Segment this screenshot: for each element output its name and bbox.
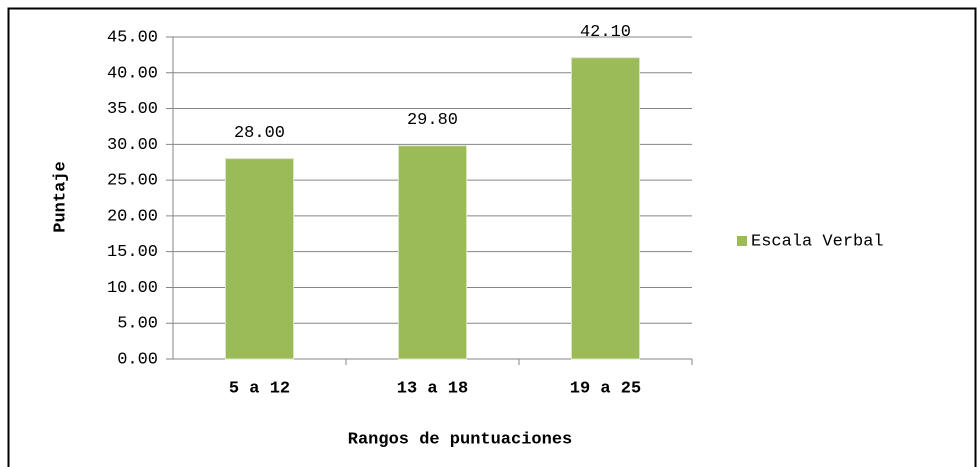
y-tick-label: 0.00 bbox=[117, 350, 158, 369]
y-tick-label: 40.00 bbox=[107, 64, 158, 83]
x-tick-label: 19 a 25 bbox=[570, 379, 641, 398]
y-tick-label: 20.00 bbox=[107, 207, 158, 226]
y-tick-label: 5.00 bbox=[117, 315, 158, 334]
legend-label: Escala Verbal bbox=[751, 232, 884, 251]
chart-frame bbox=[7, 7, 977, 467]
y-tick-label: 45.00 bbox=[107, 28, 158, 47]
data-label: 29.80 bbox=[407, 111, 458, 130]
y-tick-label: 25.00 bbox=[107, 172, 158, 191]
bar bbox=[571, 57, 640, 360]
legend-swatch bbox=[737, 236, 747, 246]
data-label: 28.00 bbox=[234, 124, 285, 143]
y-tick-label: 30.00 bbox=[107, 136, 158, 155]
bar bbox=[225, 158, 294, 360]
x-tick-label: 13 a 18 bbox=[397, 379, 468, 398]
bar bbox=[398, 145, 467, 360]
y-axis-title: Puntaje bbox=[51, 161, 70, 232]
y-tick-label: 35.00 bbox=[107, 100, 158, 119]
y-tick-label: 15.00 bbox=[107, 243, 158, 262]
x-axis-title: Rangos de puntuaciones bbox=[348, 430, 572, 449]
data-label: 42.10 bbox=[580, 23, 631, 42]
y-tick-label: 10.00 bbox=[107, 279, 158, 298]
x-tick-label: 5 a 12 bbox=[229, 379, 290, 398]
